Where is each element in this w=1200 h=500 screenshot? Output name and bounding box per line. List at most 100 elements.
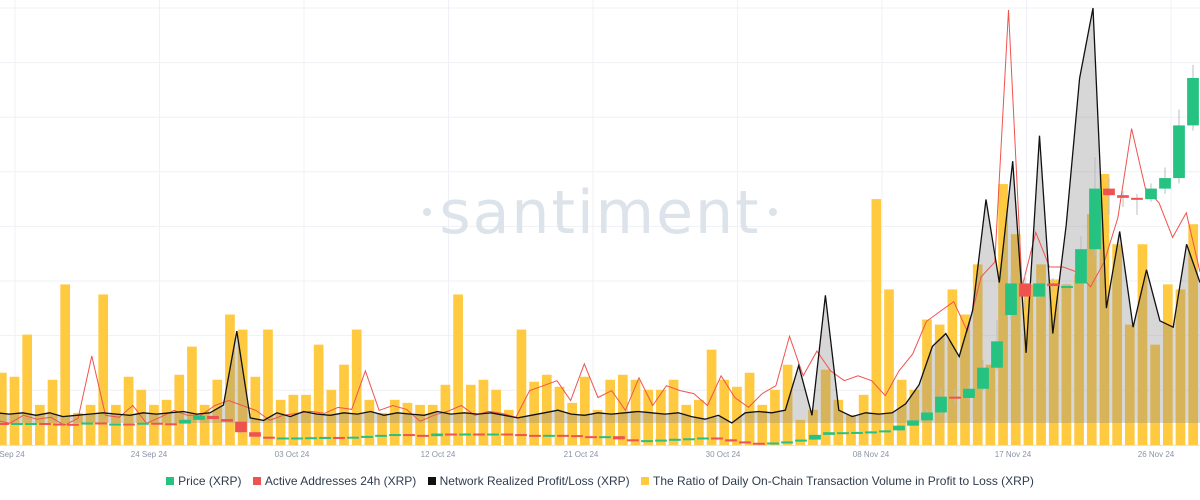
ratio-bar xyxy=(187,346,197,445)
price-candle xyxy=(165,423,177,426)
ratio-bar xyxy=(339,364,349,445)
ratio-bar xyxy=(858,394,869,445)
ratio-bar xyxy=(225,314,235,445)
legend-item-realized-pl[interactable]: Network Realized Profit/Loss (XRP) xyxy=(427,474,630,488)
price-candle xyxy=(81,422,93,425)
ratio-bar xyxy=(909,389,920,445)
price-candle xyxy=(725,439,737,442)
price-candle xyxy=(221,419,233,422)
price-candle xyxy=(95,422,107,425)
ratio-bar xyxy=(618,374,628,445)
x-tick-label: 12 Oct 24 xyxy=(421,450,456,459)
price-candle xyxy=(445,433,457,436)
ratio-bar xyxy=(199,404,210,445)
ratio-bar xyxy=(694,399,704,445)
ratio-bar xyxy=(326,389,337,445)
price-candle xyxy=(851,431,863,434)
price-candle xyxy=(571,435,583,438)
legend-swatch-profit-loss-ratio-icon xyxy=(641,476,649,485)
price-candle xyxy=(459,433,471,436)
x-tick-label: 03 Oct 24 xyxy=(275,450,310,459)
price-candle xyxy=(1103,188,1115,196)
ratio-bar xyxy=(922,319,932,445)
price-candle xyxy=(347,436,359,439)
price-candle xyxy=(669,438,681,441)
price-candle xyxy=(1145,188,1157,200)
legend-item-price[interactable]: Price (XRP) xyxy=(166,474,242,488)
price-candle xyxy=(417,434,429,437)
ratio-bar xyxy=(60,284,71,445)
price-candle xyxy=(67,423,79,426)
price-candle xyxy=(795,439,807,442)
price-candle xyxy=(193,415,205,420)
legend: Price (XRP) Active Addresses 24h (XRP) N… xyxy=(0,474,1200,488)
chart-lines xyxy=(0,7,1200,426)
ratio-bar xyxy=(1112,244,1122,445)
price-candle xyxy=(305,437,317,440)
ratio-bar xyxy=(516,329,527,445)
price-candle xyxy=(109,423,121,426)
ratio-bar xyxy=(212,379,223,445)
price-candle xyxy=(1089,188,1101,250)
price-candle xyxy=(711,437,723,440)
price-candle xyxy=(963,388,975,398)
ratio-bar xyxy=(820,369,831,445)
price-candle xyxy=(935,396,947,413)
price-candle xyxy=(39,423,51,425)
price-candle xyxy=(361,435,373,438)
ratio-bar xyxy=(427,404,438,445)
realized-pl-line xyxy=(0,7,1200,424)
ratio-bar xyxy=(351,329,362,445)
price-candle xyxy=(893,425,905,431)
ratio-bar xyxy=(554,386,565,445)
legend-item-active-addresses[interactable]: Active Addresses 24h (XRP) xyxy=(252,474,416,488)
ratio-bar xyxy=(770,389,780,445)
price-candle xyxy=(1159,178,1171,189)
price-candle xyxy=(697,437,709,440)
x-tick-label: Sep 24 xyxy=(0,450,25,459)
ratio-bar xyxy=(402,402,413,445)
price-candle xyxy=(921,412,933,421)
legend-label: The Ratio of Daily On-Chain Transaction … xyxy=(653,474,1034,488)
x-tick-label: 26 Nov 24 xyxy=(1138,450,1175,459)
ratio-bar xyxy=(833,399,844,445)
ratio-bar xyxy=(1124,324,1135,445)
legend-item-profit-loss-ratio[interactable]: The Ratio of Daily On-Chain Transaction … xyxy=(641,474,1034,488)
ratio-bar xyxy=(377,412,387,445)
ratio-bar xyxy=(656,389,666,445)
ratio-bar xyxy=(1036,264,1046,445)
ratio-bar xyxy=(0,372,7,445)
legend-swatch-price-icon xyxy=(166,476,175,485)
price-candle xyxy=(529,434,541,437)
price-candle xyxy=(515,434,527,437)
ratio-bar xyxy=(592,409,603,445)
ratio-bar xyxy=(605,379,616,445)
price-candle xyxy=(1173,125,1185,179)
price-candle xyxy=(557,434,569,437)
ratio-bar xyxy=(1175,289,1186,445)
legend-swatch-active-addresses-icon xyxy=(252,476,261,485)
x-tick-label: 30 Oct 24 xyxy=(706,450,741,459)
active-addresses-line xyxy=(0,9,1200,426)
price-candle xyxy=(739,441,751,444)
ratio-bar xyxy=(364,399,375,445)
price-candle xyxy=(389,434,401,437)
ratio-bar xyxy=(529,381,539,445)
ratio-bar xyxy=(782,364,793,445)
price-candle xyxy=(403,434,415,437)
ratio-bar xyxy=(1137,244,1148,445)
price-candle xyxy=(291,437,303,440)
ratio-bar xyxy=(884,289,894,445)
x-tick-label: 17 Nov 24 xyxy=(995,450,1032,459)
price-candle xyxy=(1047,283,1059,287)
price-candle xyxy=(991,341,1003,368)
ratio-bar xyxy=(579,376,590,445)
price-candle xyxy=(879,430,891,433)
ratio-bar xyxy=(237,329,248,445)
ratio-bar xyxy=(250,376,261,445)
ratio-bar xyxy=(491,389,501,445)
price-candle xyxy=(277,437,289,440)
ratio-bar xyxy=(998,184,1008,445)
realized-pl-area xyxy=(0,8,1200,423)
